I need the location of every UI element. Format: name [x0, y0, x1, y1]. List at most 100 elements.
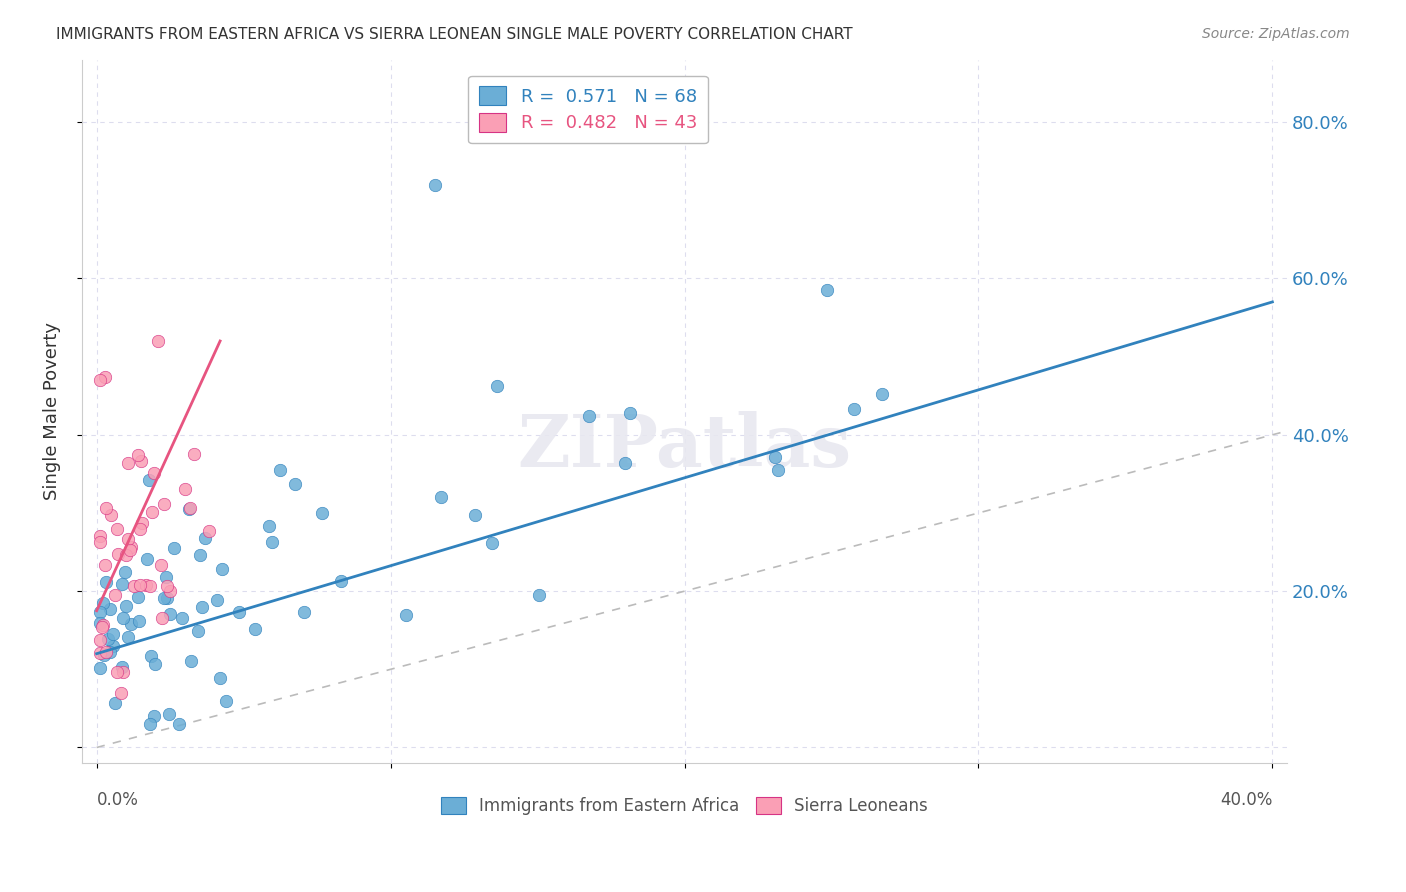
Point — [330, 574, 353, 588]
Point — [481, 536, 503, 550]
Point — [763, 450, 786, 464]
Point — [180, 654, 202, 668]
Point — [114, 599, 136, 613]
Point — [155, 570, 177, 584]
Y-axis label: Single Male Poverty: Single Male Poverty — [44, 322, 60, 500]
Point — [139, 579, 162, 593]
Point — [152, 497, 174, 511]
Point — [101, 626, 124, 640]
Point — [177, 501, 200, 516]
Point — [187, 624, 209, 638]
Point — [173, 482, 195, 496]
Point — [111, 577, 134, 591]
Point — [111, 660, 134, 674]
Point — [156, 591, 179, 606]
Point — [114, 565, 136, 579]
Text: ZIPatlas: ZIPatlas — [517, 411, 852, 482]
Point — [89, 660, 111, 674]
Point — [91, 620, 114, 634]
Point — [94, 645, 117, 659]
Point — [117, 631, 139, 645]
Point — [527, 587, 550, 601]
Point — [117, 457, 139, 471]
Point — [142, 467, 165, 481]
Point — [170, 611, 193, 625]
Point — [93, 648, 115, 662]
Point — [243, 622, 266, 636]
Point — [117, 532, 139, 546]
Point — [205, 592, 228, 607]
Point — [159, 584, 181, 599]
Point — [93, 558, 115, 573]
Point — [110, 686, 132, 700]
Point — [872, 387, 894, 401]
Point — [94, 370, 117, 384]
Point — [141, 505, 163, 519]
Point — [128, 522, 150, 536]
Point — [98, 602, 121, 616]
Point — [578, 409, 600, 423]
Point — [211, 562, 233, 576]
Point — [94, 575, 117, 590]
Point — [153, 591, 176, 605]
Point — [844, 402, 866, 417]
Point — [423, 178, 446, 192]
Point — [104, 696, 127, 710]
Point — [89, 646, 111, 660]
Point — [115, 548, 138, 562]
Point — [139, 649, 162, 664]
Point — [138, 474, 160, 488]
Point — [129, 577, 152, 591]
Point — [111, 665, 134, 680]
Point — [179, 501, 201, 516]
Point — [143, 708, 166, 723]
Point — [143, 657, 166, 672]
Point — [395, 608, 418, 623]
Point — [766, 463, 789, 477]
Point — [89, 633, 111, 648]
Text: 0.0%: 0.0% — [97, 791, 139, 809]
Point — [150, 611, 173, 625]
Point — [120, 541, 142, 555]
Point — [194, 531, 217, 545]
Text: Source: ZipAtlas.com: Source: ZipAtlas.com — [1202, 27, 1350, 41]
Point — [228, 605, 250, 619]
Point — [163, 541, 186, 555]
Point — [619, 406, 641, 420]
Point — [131, 516, 153, 530]
Point — [129, 454, 152, 468]
Point — [284, 476, 307, 491]
Legend: Immigrants from Eastern Africa, Sierra Leoneans: Immigrants from Eastern Africa, Sierra L… — [430, 787, 938, 825]
Point — [120, 617, 142, 632]
Point — [89, 615, 111, 630]
Point — [190, 600, 212, 615]
Point — [100, 508, 122, 522]
Point — [430, 490, 453, 504]
Point — [262, 534, 284, 549]
Point — [157, 707, 180, 722]
Text: 40.0%: 40.0% — [1220, 791, 1272, 809]
Point — [127, 448, 149, 462]
Point — [136, 551, 159, 566]
Point — [311, 506, 333, 520]
Point — [89, 534, 111, 549]
Point — [156, 579, 179, 593]
Point — [135, 578, 157, 592]
Point — [149, 558, 172, 573]
Point — [208, 671, 231, 685]
Point — [464, 508, 486, 522]
Point — [183, 447, 205, 461]
Point — [159, 607, 181, 621]
Point — [89, 529, 111, 543]
Point — [120, 543, 142, 558]
Point — [105, 665, 128, 679]
Point — [89, 605, 111, 619]
Point — [111, 611, 134, 625]
Text: IMMIGRANTS FROM EASTERN AFRICA VS SIERRA LEONEAN SINGLE MALE POVERTY CORRELATION: IMMIGRANTS FROM EASTERN AFRICA VS SIERRA… — [56, 27, 853, 42]
Point — [817, 283, 839, 297]
Point — [486, 379, 509, 393]
Point — [91, 617, 114, 632]
Point — [93, 596, 115, 610]
Point — [98, 645, 121, 659]
Point — [138, 717, 160, 731]
